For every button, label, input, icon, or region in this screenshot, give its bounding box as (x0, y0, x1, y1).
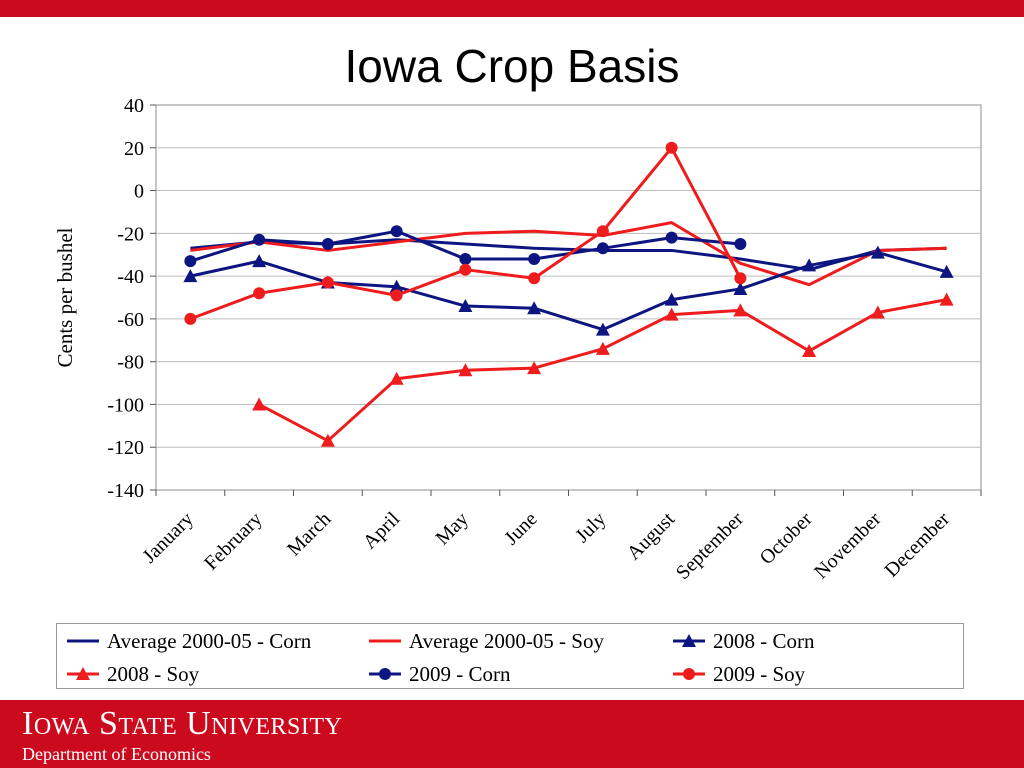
y-tick-label: -140 (107, 480, 144, 502)
data-point (802, 343, 817, 357)
data-point (596, 225, 609, 238)
data-point (595, 341, 610, 355)
chart-legend: Average 2000-05 - Corn Average 2000-05 - … (56, 623, 964, 689)
data-point (939, 292, 954, 306)
y-tick-label: -60 (117, 309, 144, 331)
y-tick-label: 40 (124, 95, 144, 117)
y-tick-label: 0 (134, 181, 144, 203)
legend-item: Average 2000-05 - Soy (367, 627, 604, 655)
y-tick-label: 20 (124, 138, 144, 160)
data-point (320, 433, 335, 447)
x-tick-label: January (138, 508, 198, 568)
legend-label: Average 2000-05 - Corn (107, 628, 312, 653)
legend-item: 2009 - Corn (367, 660, 511, 688)
legend-swatch (67, 667, 99, 680)
legend-item: 2008 - Corn (671, 627, 815, 655)
data-point (802, 258, 817, 272)
x-tick-label: December (880, 508, 954, 582)
data-point (458, 299, 473, 313)
legend-label: 2008 - Corn (713, 628, 815, 653)
legend-item: 2009 - Soy (671, 660, 805, 688)
data-point (664, 292, 679, 306)
department-name: Department of Economics (22, 744, 211, 764)
data-point (253, 233, 266, 246)
plot-area (155, 104, 982, 491)
data-point (733, 303, 748, 317)
university-wordmark: Iowa State University (22, 705, 343, 742)
y-tick-label: -120 (107, 437, 144, 459)
legend-label: 2008 - Soy (107, 661, 200, 686)
data-point (252, 397, 267, 411)
x-tick-label: August (623, 508, 680, 565)
data-point (390, 289, 403, 302)
y-tick-label: -80 (117, 352, 144, 374)
legend-swatch (673, 668, 705, 680)
data-point (321, 238, 334, 251)
series-line (190, 221, 947, 287)
y-axis-label: Cents per bushel (53, 227, 77, 367)
x-tick-label: July (571, 508, 610, 547)
legend-swatch (673, 634, 705, 647)
legend-swatch (369, 639, 401, 643)
data-point (528, 253, 541, 265)
data-point (734, 238, 747, 251)
data-point (733, 281, 748, 295)
x-tick-label: June (500, 508, 542, 550)
data-point (459, 253, 472, 265)
data-point (321, 276, 334, 289)
legend-label: Average 2000-05 - Soy (409, 628, 604, 653)
x-tick-label: April (359, 508, 405, 554)
data-point (389, 371, 404, 385)
legend-label: 2009 - Corn (409, 661, 511, 686)
data-point (665, 231, 678, 244)
legend-item: 2008 - Soy (65, 660, 199, 688)
x-tick-label: February (200, 508, 267, 575)
data-point (184, 312, 197, 325)
y-tick-label: -100 (107, 394, 144, 416)
x-tick-label: May (431, 508, 472, 549)
series-line (190, 251, 948, 332)
line-chart: 40 20 0 -20 -40 -60 -80 -100 -120 -140 January Febr… (53, 95, 982, 584)
data-point (183, 269, 198, 283)
data-point (252, 254, 267, 268)
footer-bar: Iowa State University Department of Econ… (0, 700, 1024, 768)
data-point (528, 272, 541, 285)
legend-swatch (369, 668, 401, 680)
data-point (184, 255, 197, 268)
data-point (939, 264, 954, 278)
data-point (665, 141, 678, 154)
legend-swatch (67, 639, 99, 643)
data-point (390, 225, 403, 238)
x-tick-label: November (810, 508, 885, 583)
x-tick-label: October (756, 508, 817, 569)
y-tick-label: -40 (117, 266, 144, 288)
data-point (459, 263, 472, 276)
x-tick-label: September (672, 508, 748, 584)
data-point (458, 363, 473, 377)
y-tick-label: -20 (117, 223, 144, 245)
data-point (595, 322, 610, 336)
top-accent-bar (0, 0, 1024, 17)
data-point (527, 301, 542, 315)
data-point (664, 307, 679, 321)
data-point (870, 245, 885, 259)
legend-item: Average 2000-05 - Corn (65, 627, 311, 655)
legend-label: 2009 - Soy (713, 661, 806, 686)
data-point (734, 272, 747, 285)
x-tick-label: March (283, 508, 335, 560)
data-point (389, 279, 404, 293)
data-point (596, 242, 609, 255)
slide-title: Iowa Crop Basis (344, 40, 680, 92)
data-point (527, 361, 542, 375)
data-point (253, 287, 266, 300)
data-point (870, 305, 885, 319)
